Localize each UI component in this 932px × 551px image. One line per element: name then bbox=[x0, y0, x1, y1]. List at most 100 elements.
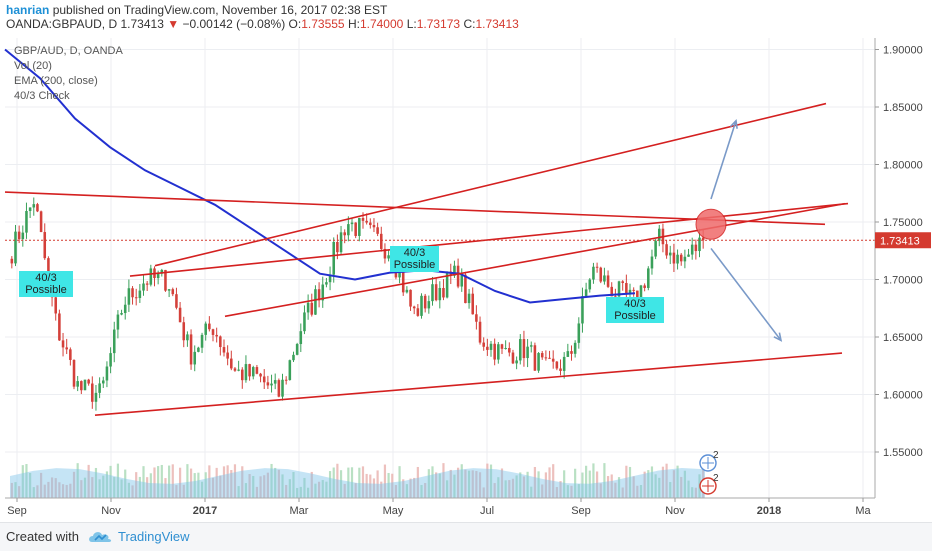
high-label: H: bbox=[347, 17, 360, 31]
volume-bar bbox=[142, 466, 145, 498]
volume-bar bbox=[405, 484, 408, 498]
candle-body bbox=[310, 302, 314, 315]
volume-bar bbox=[446, 480, 449, 498]
volume-bar bbox=[76, 463, 79, 498]
volume-bar bbox=[292, 472, 295, 498]
volume-bar bbox=[182, 484, 185, 498]
volume-bar bbox=[369, 474, 372, 498]
candle-body bbox=[438, 287, 442, 301]
candle-body bbox=[379, 233, 383, 249]
volume-bar bbox=[456, 467, 460, 498]
trend-line bbox=[224, 202, 846, 318]
volume-bar bbox=[25, 464, 28, 498]
change-down-icon: ▼ bbox=[167, 17, 180, 31]
volume-bar bbox=[489, 464, 493, 498]
volume-bar bbox=[365, 473, 368, 498]
candle-body bbox=[372, 225, 376, 228]
badge-2-text: Possible bbox=[393, 259, 436, 271]
volume-bar bbox=[94, 467, 98, 498]
candle-body bbox=[650, 256, 654, 269]
volume-bar bbox=[515, 475, 518, 498]
projection-arrows[interactable] bbox=[710, 119, 783, 342]
candle-body bbox=[197, 347, 200, 352]
candle-body bbox=[566, 351, 570, 357]
candle-body bbox=[405, 289, 409, 293]
candle-body bbox=[193, 351, 197, 365]
candle-body bbox=[248, 364, 251, 377]
volume-bar bbox=[87, 464, 90, 498]
volume-bar bbox=[102, 475, 105, 498]
volume-bar bbox=[116, 463, 120, 498]
price-axis[interactable]: 1.90000 1.85000 1.80000 1.75000 1.70000 1.650… bbox=[874, 38, 931, 498]
grid bbox=[5, 38, 875, 498]
low-value: 1.73173 bbox=[416, 17, 461, 31]
price-tick-label: 1.65000 bbox=[883, 332, 923, 344]
candle-body bbox=[328, 274, 332, 283]
volume-bar bbox=[233, 464, 237, 498]
candle-body bbox=[189, 334, 193, 365]
volume-bar bbox=[21, 465, 24, 498]
author-link[interactable]: hanrian bbox=[6, 3, 50, 17]
volume-bar bbox=[270, 463, 273, 498]
volume-bar bbox=[438, 473, 441, 498]
time-axis[interactable]: Sep Nov 2017 Mar May Jul Sep Nov 2018 Ma bbox=[5, 497, 875, 517]
volume-bar bbox=[585, 465, 588, 498]
volume-bar bbox=[654, 474, 657, 498]
breakout-circle-marker[interactable] bbox=[695, 208, 727, 240]
candle-body bbox=[83, 379, 87, 391]
volume-bar bbox=[691, 487, 694, 498]
volume-bar bbox=[398, 466, 401, 498]
candle-body bbox=[204, 323, 207, 335]
candle-body bbox=[460, 274, 464, 287]
candle-body bbox=[420, 295, 423, 316]
volume-bar bbox=[354, 483, 357, 498]
candle-body bbox=[303, 312, 306, 332]
candle-body bbox=[643, 285, 646, 288]
event-count: 2 bbox=[713, 473, 719, 484]
volume-bar bbox=[537, 471, 540, 498]
volume-bar bbox=[288, 479, 291, 498]
candle-body bbox=[226, 352, 229, 359]
volume-bar bbox=[552, 464, 555, 498]
badge-1-text: Possible bbox=[25, 284, 67, 296]
candle-body bbox=[431, 284, 434, 302]
volume-bar bbox=[219, 475, 222, 498]
volume-bar bbox=[248, 474, 251, 498]
volume-bar bbox=[211, 477, 215, 498]
candle-body bbox=[581, 296, 584, 324]
candle-body bbox=[555, 361, 559, 369]
price-tick-label: 1.85000 bbox=[883, 102, 923, 114]
candle-body bbox=[471, 293, 475, 315]
volume-bar bbox=[189, 468, 193, 498]
volume-bar bbox=[361, 466, 365, 498]
volume-bar bbox=[380, 481, 383, 498]
volume-bar bbox=[226, 465, 229, 498]
price-chart[interactable]: 1.90000 1.85000 1.80000 1.75000 1.70000 1.650… bbox=[0, 30, 932, 522]
volume-bar bbox=[266, 472, 269, 498]
candle-body bbox=[533, 345, 537, 371]
candle-body bbox=[91, 383, 94, 402]
arrow-line bbox=[710, 120, 737, 200]
candle-body bbox=[244, 364, 248, 381]
tradingview-link[interactable]: TradingView bbox=[118, 529, 190, 544]
volume-bar bbox=[39, 472, 43, 498]
candle-body bbox=[134, 297, 138, 299]
volume-bar bbox=[230, 470, 233, 498]
arrowhead bbox=[729, 119, 738, 129]
volume-bar bbox=[639, 485, 643, 498]
candle-body bbox=[273, 380, 277, 384]
price-tick-label: 1.80000 bbox=[883, 160, 923, 172]
volume-bar bbox=[72, 471, 76, 498]
time-tick-label: Mar bbox=[290, 505, 309, 517]
time-tick-label: Sep bbox=[571, 505, 591, 517]
volume-bar bbox=[610, 474, 613, 498]
volume-bar bbox=[303, 477, 306, 498]
event-icons[interactable]: 22 bbox=[699, 450, 719, 495]
candle-body bbox=[614, 296, 617, 298]
candle-body bbox=[647, 268, 650, 288]
candle-body bbox=[233, 368, 237, 371]
candle-body bbox=[369, 222, 372, 226]
publish-line: hanrian published on TradingView.com, No… bbox=[6, 3, 387, 17]
time-tick-label: Nov bbox=[665, 505, 685, 517]
volume-bar bbox=[650, 466, 654, 498]
